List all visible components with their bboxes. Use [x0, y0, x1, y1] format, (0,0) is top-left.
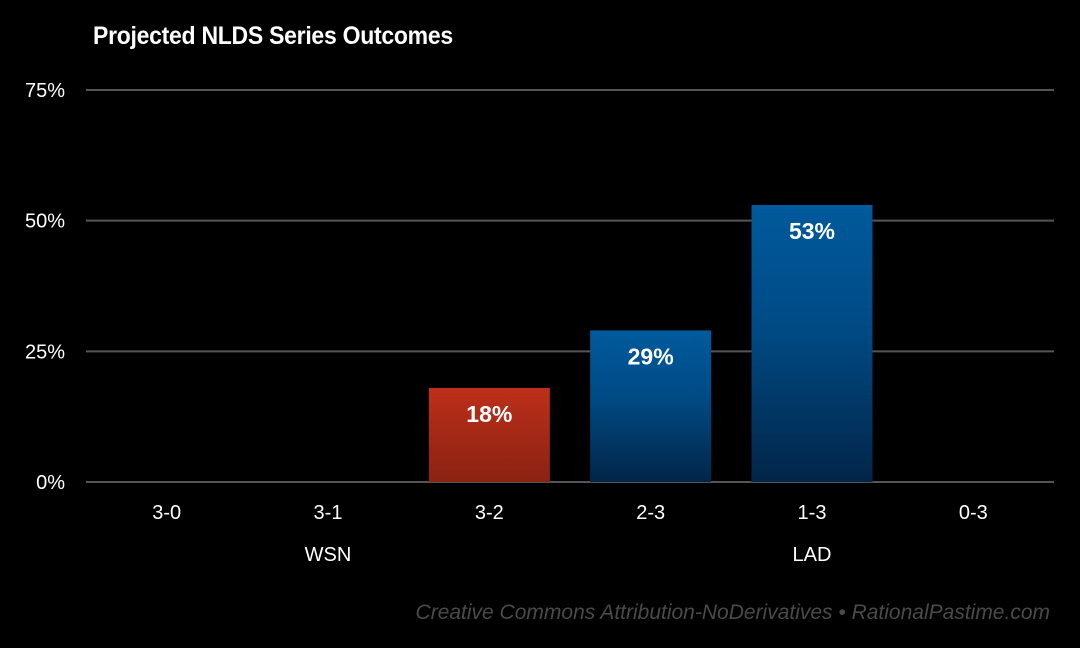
bar-1-3: [751, 204, 873, 482]
x-axis-ticks: 3-0 3-1 3-2 2-3 1-3 0-3: [152, 502, 988, 524]
chart-title: Projected NLDS Series Outcomes: [93, 22, 453, 50]
x-tick-label: 3-2: [475, 502, 504, 524]
y-tick-label: 25%: [25, 341, 65, 363]
data-label-3-2: 18%: [466, 401, 512, 427]
x-tick-label: 1-3: [798, 502, 827, 524]
y-axis-ticks: 0% 25% 50% 75%: [25, 80, 65, 494]
group-label-wsn: WSN: [305, 544, 352, 566]
data-label-1-3: 53%: [789, 218, 835, 244]
y-tick-label: 0%: [36, 472, 65, 494]
group-label-lad: LAD: [793, 544, 832, 566]
gridlines: [86, 89, 1054, 483]
x-tick-label: 0-3: [959, 502, 988, 524]
x-tick-label: 3-1: [314, 502, 343, 524]
group-labels: WSN LAD: [305, 544, 832, 566]
bar-2-3: [590, 330, 712, 482]
data-labels: 18% 29% 53%: [466, 218, 835, 427]
y-tick-label: 75%: [25, 80, 65, 102]
bar-3-2: [428, 387, 550, 482]
x-tick-label: 3-0: [152, 502, 181, 524]
y-tick-label: 50%: [25, 211, 65, 233]
footer-credit: Creative Commons Attribution-NoDerivativ…: [415, 601, 1050, 624]
data-label-2-3: 29%: [628, 343, 674, 369]
x-tick-label: 2-3: [636, 502, 665, 524]
bars: [428, 204, 873, 482]
